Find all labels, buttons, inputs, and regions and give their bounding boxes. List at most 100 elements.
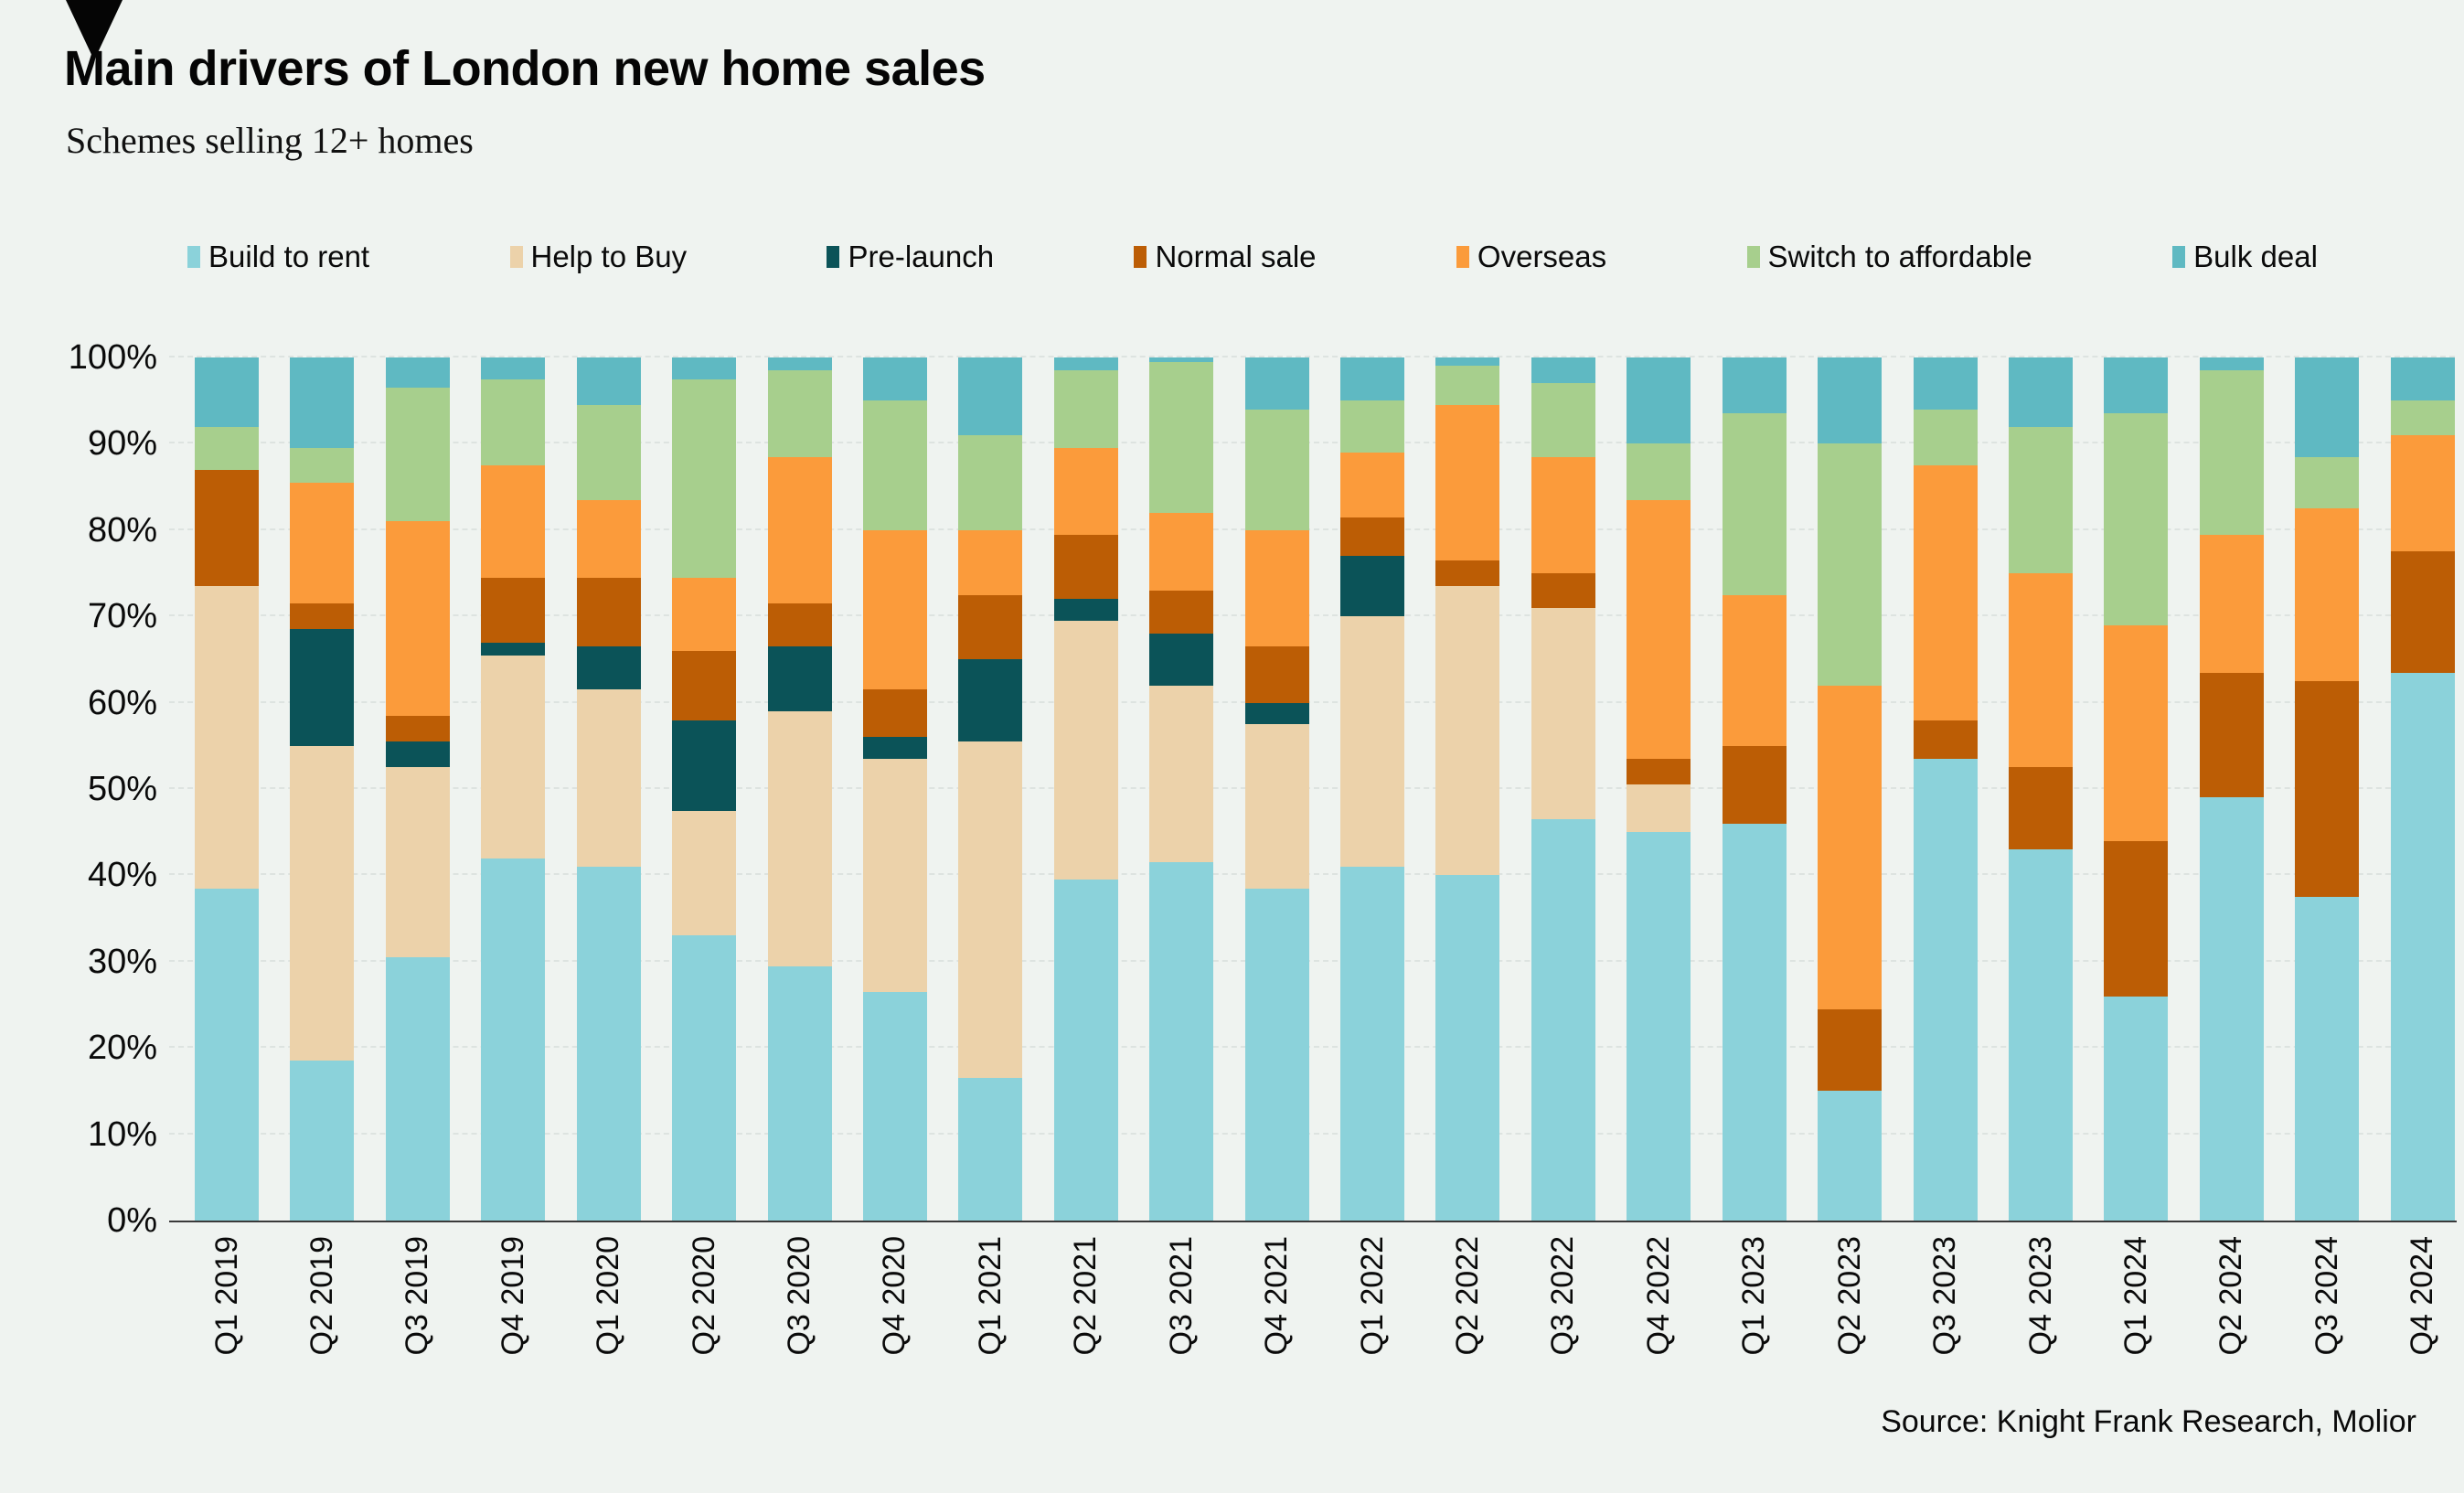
bar-q2-2021 — [1053, 357, 1118, 1221]
bar-segment — [1340, 616, 1405, 867]
bar-segment — [1531, 456, 1595, 574]
y-tick-label: 20% — [87, 1029, 157, 1068]
x-tick-label: Q2 2019 — [304, 1236, 339, 1356]
bar-q4-2023 — [2009, 357, 2074, 1221]
bar-segment — [2295, 897, 2360, 1221]
bar-segment — [767, 646, 832, 712]
y-axis: 0% 10% 20% 30% 40% 50% 60% 70% 80% 90% 100% — [0, 340, 157, 1238]
bar-segment — [2199, 672, 2264, 798]
legend-label: Help to Buy — [530, 240, 688, 273]
bar-segment — [2104, 840, 2169, 997]
bar-segment — [481, 379, 546, 466]
chart-title: Main drivers of London new home sales — [64, 41, 986, 96]
x-axis: Q1 2019 Q2 2019 Q3 2019 Q4 2019 Q1 2020 Q2 20… — [176, 1236, 2455, 1355]
x-slot: Q3 2023 — [1914, 1236, 1978, 1355]
bar-q2-2024 — [2199, 357, 2264, 1221]
bar-segment — [290, 745, 355, 1061]
x-slot: Q1 2024 — [2104, 1236, 2168, 1355]
x-slot: Q2 2021 — [1054, 1236, 1118, 1355]
bar-segment — [290, 629, 355, 746]
x-slot: Q3 2022 — [1531, 1236, 1595, 1355]
y-tick-label: 80% — [87, 510, 157, 549]
bar-segment — [1149, 685, 1214, 863]
x-slot: Q4 2022 — [1627, 1236, 1691, 1355]
y-tick-label: 40% — [87, 856, 157, 895]
bar-segment — [2009, 767, 2074, 850]
bar-segment — [1053, 357, 1118, 371]
legend-swatch-2 — [509, 246, 523, 268]
bar-segment — [481, 357, 546, 379]
legend-label: Normal sale — [1155, 240, 1317, 273]
bar-segment — [1244, 409, 1309, 530]
bar-segment — [1627, 357, 1691, 444]
bar-segment — [481, 465, 546, 578]
x-slot: Q1 2021 — [958, 1236, 1022, 1355]
x-tick-label: Q4 2024 — [2405, 1236, 2440, 1356]
legend-swatch-5 — [1456, 246, 1469, 268]
bar-segment — [1722, 413, 1787, 595]
bar-segment — [1627, 443, 1691, 500]
x-tick-label: Q3 2024 — [2309, 1236, 2344, 1356]
bar-segment — [2104, 996, 2169, 1221]
bar-segment — [862, 357, 927, 401]
bar-segment — [1818, 685, 1883, 1009]
bar-segment — [385, 521, 450, 716]
legend-label: Switch to affordable — [1767, 240, 2032, 273]
bar-segment — [481, 577, 546, 643]
gridline-20 — [169, 1046, 2455, 1049]
bar-segment — [2104, 413, 2169, 625]
x-slot: Q3 2021 — [1149, 1236, 1213, 1355]
bar-segment — [1435, 357, 1500, 367]
bar-segment — [1722, 594, 1787, 746]
bar-q3-2019 — [385, 357, 450, 1221]
bar-segment — [672, 720, 737, 811]
bar-segment — [2390, 400, 2455, 435]
bar-segment — [576, 404, 641, 500]
legend-swatch-4 — [1134, 246, 1147, 268]
legend-item: Switch to affordable — [1746, 240, 2032, 274]
bar-segment — [576, 866, 641, 1221]
bar-segment — [2009, 849, 2074, 1221]
x-tick-label: Q4 2021 — [1259, 1236, 1295, 1356]
x-slot: Q4 2019 — [481, 1236, 545, 1355]
legend-item: Build to rent — [187, 240, 369, 274]
bar-segment — [195, 357, 259, 427]
bar-segment — [1627, 784, 1691, 833]
bar-segment — [2390, 672, 2455, 1221]
bar-q1-2021 — [958, 357, 1023, 1221]
bar-segment — [1244, 888, 1309, 1221]
legend-item: Overseas — [1456, 240, 1606, 274]
bar-segment — [2009, 573, 2074, 768]
bar-q2-2022 — [1435, 357, 1500, 1221]
bar-segment — [1913, 465, 1978, 720]
bar-segment — [1531, 819, 1595, 1221]
bar-segment — [958, 357, 1023, 435]
bar-q3-2023 — [1913, 357, 1978, 1221]
gridline-70 — [169, 614, 2455, 617]
legend-item: Normal sale — [1134, 240, 1317, 274]
gridline-90 — [169, 442, 2455, 444]
bar-segment — [862, 737, 927, 759]
x-tick-label: Q3 2021 — [1163, 1236, 1199, 1356]
legend-swatch-3 — [827, 246, 840, 268]
bar-q3-2022 — [1531, 357, 1595, 1221]
x-tick-label: Q1 2021 — [972, 1236, 1008, 1356]
y-tick-label: 50% — [87, 770, 157, 808]
bar-q3-2020 — [767, 357, 832, 1221]
bar-segment — [1531, 573, 1595, 608]
bar-segment — [576, 357, 641, 405]
x-tick-label: Q3 2022 — [1545, 1236, 1581, 1356]
y-tick-label: 90% — [87, 424, 157, 464]
x-slot: Q4 2024 — [2391, 1236, 2455, 1355]
bar-segment — [1913, 720, 1978, 759]
bar-segment — [2390, 434, 2455, 552]
bar-segment — [1244, 724, 1309, 889]
x-tick-label: Q2 2020 — [686, 1236, 721, 1356]
bar-segment — [1722, 357, 1787, 414]
x-slot: Q4 2021 — [1245, 1236, 1309, 1355]
bar-segment — [1149, 634, 1214, 686]
x-slot: Q1 2019 — [195, 1236, 259, 1355]
bar-segment — [2009, 357, 2074, 427]
x-tick-label: Q1 2019 — [208, 1236, 244, 1356]
x-tick-label: Q3 2019 — [400, 1236, 435, 1356]
